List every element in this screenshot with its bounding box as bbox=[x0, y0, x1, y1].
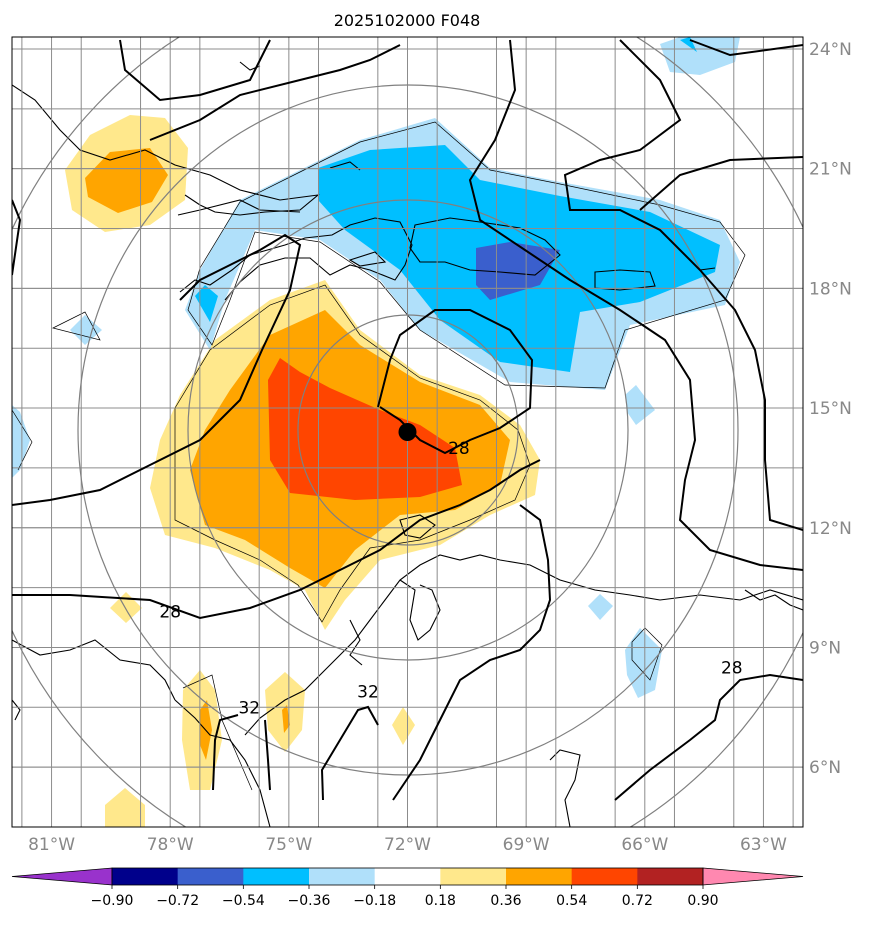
colorbar-tick-label: 0.72 bbox=[622, 893, 653, 909]
latitude-tick-label: 12°N bbox=[809, 519, 852, 539]
anomaly-red-fill bbox=[268, 358, 462, 500]
colorbar-extend-low bbox=[11, 867, 113, 886]
colorbar-tick-label: −0.90 bbox=[91, 893, 134, 909]
thick-contours bbox=[12, 39, 803, 801]
colorbar-segment bbox=[571, 868, 638, 885]
colorbar-segment bbox=[506, 868, 573, 885]
coastlines bbox=[12, 61, 803, 827]
longitude-tick-label: 66°W bbox=[621, 835, 668, 855]
colorbar-tick-label: −0.54 bbox=[222, 893, 265, 909]
longitude-tick-label: 69°W bbox=[503, 835, 550, 855]
colorbar-segment bbox=[637, 868, 704, 885]
contour-label: 28 bbox=[448, 439, 470, 459]
map-title: 2025102000 F048 bbox=[334, 11, 481, 30]
colorbar-tick-label: 0.54 bbox=[556, 893, 587, 909]
colorbar-segment bbox=[177, 868, 244, 885]
longitude-tick-label: 75°W bbox=[265, 835, 312, 855]
longitude-labels: 81°W 78°W 75°W 72°W 69°W 66°W 63°W bbox=[28, 835, 787, 855]
colorbar-tick-label: −0.18 bbox=[353, 893, 396, 909]
colorbar-segment bbox=[112, 868, 179, 885]
colorbar-tick-label: 0.36 bbox=[490, 893, 521, 909]
longitude-tick-label: 72°W bbox=[384, 835, 431, 855]
gridlines bbox=[12, 37, 803, 827]
latitude-tick-label: 6°N bbox=[809, 758, 841, 778]
contour-label: 32 bbox=[357, 682, 379, 702]
map-area: 28 28 32 32 28 bbox=[12, 37, 803, 827]
map-frame bbox=[11, 36, 804, 828]
longitude-tick-label: 81°W bbox=[28, 835, 75, 855]
range-rings bbox=[12, 37, 803, 827]
latitude-labels: 24°N 21°N 18°N 15°N 12°N 9°N 6°N bbox=[809, 40, 852, 778]
contour-labels: 28 28 32 32 28 bbox=[159, 439, 743, 718]
colorbar-tick-label: 0.18 bbox=[425, 893, 456, 909]
colorbar-tick-label: −0.36 bbox=[288, 893, 331, 909]
contour-label: 28 bbox=[159, 603, 181, 623]
latitude-tick-label: 15°N bbox=[809, 399, 852, 419]
anomaly-contour-lines bbox=[12, 121, 746, 791]
colorbar-tick-label: −0.72 bbox=[156, 893, 199, 909]
colorbar-extend-high bbox=[702, 867, 804, 886]
colorbar-segment bbox=[374, 868, 441, 885]
latitude-tick-label: 24°N bbox=[809, 40, 852, 60]
latitude-tick-label: 9°N bbox=[809, 638, 841, 658]
storm-center-marker bbox=[398, 423, 417, 441]
colorbar-segment bbox=[309, 868, 376, 885]
colorbar-segment bbox=[243, 868, 310, 885]
colorbar-segment bbox=[440, 868, 507, 885]
longitude-tick-label: 63°W bbox=[740, 835, 787, 855]
longitude-tick-label: 78°W bbox=[147, 835, 194, 855]
colorbar-tick-label: 0.90 bbox=[687, 893, 718, 909]
latitude-tick-label: 18°N bbox=[809, 279, 852, 299]
contour-label: 32 bbox=[238, 698, 260, 718]
contour-label: 28 bbox=[721, 658, 743, 678]
latitude-tick-label: 21°N bbox=[809, 160, 852, 180]
colorbar: −0.90 −0.72 −0.54 −0.36 −0.18 0.18 0.36 0.54 0.7… bbox=[11, 867, 804, 909]
anomaly-royalblue-fill bbox=[476, 242, 560, 300]
